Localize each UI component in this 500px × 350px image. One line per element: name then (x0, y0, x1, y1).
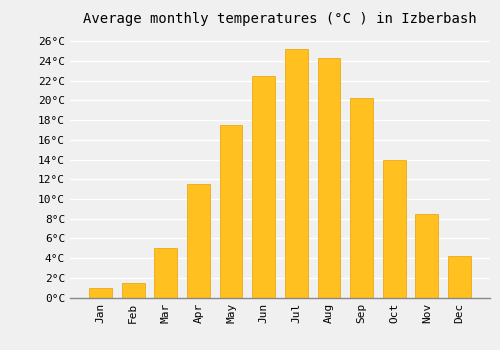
Bar (383, 160, 406, 298)
Bar (220, 125, 242, 298)
Bar (285, 49, 308, 298)
Bar (350, 98, 373, 298)
Bar (122, 283, 144, 298)
Bar (154, 248, 177, 298)
Bar (416, 214, 438, 298)
Bar (252, 76, 275, 298)
Title: Average monthly temperatures (°C ) in Izberbash: Average monthly temperatures (°C ) in Iz… (83, 12, 477, 26)
Bar (318, 58, 340, 298)
Bar (448, 256, 471, 298)
Bar (187, 184, 210, 298)
Bar (89, 288, 112, 298)
